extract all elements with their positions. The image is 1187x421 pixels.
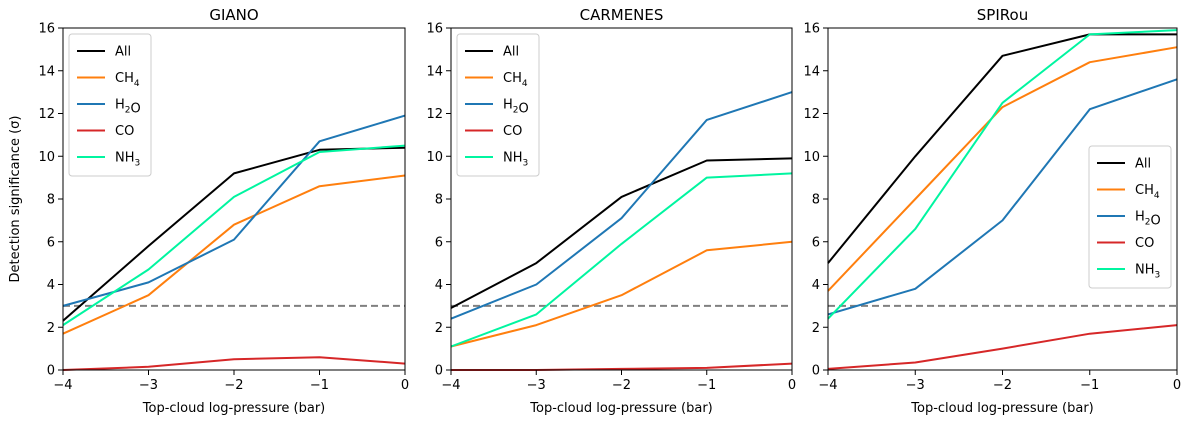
y-tick-label: 16 (803, 22, 820, 37)
x-tick-label: −1 (1080, 378, 1099, 393)
y-tick-label: 12 (803, 107, 820, 122)
y-tick-label: 12 (426, 107, 443, 122)
series-line-co (62, 356, 406, 371)
y-tick-label: 0 (47, 364, 55, 379)
series-line-nh3 (62, 144, 406, 326)
y-tick-label: 6 (435, 235, 443, 250)
series-line-nh3 (827, 29, 1178, 320)
x-tick-label: −4 (441, 378, 460, 393)
legend-label-h2o: H2O (503, 98, 529, 117)
y-tick-label: 6 (47, 235, 55, 250)
series-line-h2o (827, 78, 1178, 316)
panel-title: GIANO (209, 6, 258, 24)
series-line-co (827, 324, 1178, 370)
y-tick-label: 4 (47, 278, 55, 293)
x-tick-label: −2 (224, 378, 243, 393)
series-line-all (827, 33, 1177, 264)
series-line-ch4 (450, 240, 793, 348)
legend-label-co: CO (1135, 236, 1154, 251)
legend-label-ch4: CH4 (1135, 183, 1160, 201)
y-tick-label: 16 (38, 22, 55, 37)
x-tick-label: −1 (697, 378, 716, 393)
x-axis-label: Top-cloud log-pressure (bar) (529, 401, 712, 416)
y-tick-label: 10 (426, 150, 443, 165)
series-line-ch4 (62, 174, 406, 335)
legend-label-nh3: NH3 (503, 151, 528, 169)
y-tick-label: 2 (812, 321, 820, 336)
series-line-ch4 (827, 46, 1178, 292)
x-tick-label: −2 (612, 378, 631, 393)
x-axis-label: Top-cloud log-pressure (bar) (142, 401, 325, 416)
x-tick-label: −3 (906, 378, 925, 393)
series-line-all (450, 157, 793, 309)
series-line-h2o (62, 114, 406, 307)
y-tick-label: 14 (803, 64, 820, 79)
y-tick-label: 8 (812, 193, 820, 208)
x-tick-label: −3 (527, 378, 546, 393)
legend-box (68, 33, 152, 177)
legend-label-ch4: CH4 (503, 71, 528, 89)
y-tick-label: 10 (38, 150, 55, 165)
y-tick-label: 2 (435, 321, 443, 336)
y-tick-label: 14 (426, 64, 443, 79)
series-line-nh3 (450, 172, 793, 348)
legend-label-all: All (503, 45, 519, 60)
x-tick-label: −1 (310, 378, 329, 393)
x-tick-label: −4 (818, 378, 837, 393)
legend: All CH4 H2O CO NH3 (1088, 145, 1172, 289)
panel-title: SPIRou (977, 6, 1028, 24)
y-tick-label: 8 (47, 193, 55, 208)
legend-label-all: All (1135, 157, 1151, 172)
x-axis-label: Top-cloud log-pressure (bar) (910, 401, 1093, 416)
y-tick-label: 0 (435, 364, 443, 379)
x-tick-label: −2 (993, 378, 1012, 393)
y-tick-label: 2 (47, 321, 55, 336)
y-tick-label: 12 (38, 107, 55, 122)
legend-label-h2o: H2O (115, 98, 141, 117)
legend-label-nh3: NH3 (1135, 263, 1160, 281)
y-tick-label: 8 (435, 193, 443, 208)
y-tick-label: 6 (812, 235, 820, 250)
x-tick-label: 0 (1173, 378, 1181, 393)
y-tick-label: 4 (812, 278, 820, 293)
x-tick-label: −4 (53, 378, 72, 393)
legend-label-co: CO (115, 124, 134, 139)
legend-label-all: All (115, 45, 131, 60)
legend-label-co: CO (503, 124, 522, 139)
series-line-h2o (450, 91, 793, 320)
x-tick-label: 0 (401, 378, 409, 393)
legend-box (1088, 145, 1172, 289)
legend-label-nh3: NH3 (115, 151, 140, 169)
y-tick-label: 16 (426, 22, 443, 37)
panel-carmenes: CARMENES −4 −3 −2 −1 0 0 2 4 6 8 10 12 14 16 Top-cloud … (426, 6, 796, 416)
y-tick-label: 0 (812, 364, 820, 379)
series-line-co (451, 362, 793, 371)
legend-label-ch4: CH4 (115, 71, 140, 89)
panel-title: CARMENES (580, 6, 664, 24)
legend-box (456, 33, 540, 177)
y-tick-label: 10 (803, 150, 820, 165)
legend-label-h2o: H2O (1135, 210, 1161, 229)
legend: All CH4 H2O CO NH3 (68, 33, 152, 177)
y-tick-label: 14 (38, 64, 55, 79)
panel-spirou: SPIRou −4 −3 −2 −1 0 0 2 4 6 8 10 12 14 16 Top-cloud lo… (803, 6, 1181, 416)
y-axis-label: Detection significance (σ) (8, 116, 23, 283)
y-tick-label: 4 (435, 278, 443, 293)
legend: All CH4 H2O CO NH3 (456, 33, 540, 177)
x-tick-label: 0 (788, 378, 796, 393)
x-tick-label: −3 (139, 378, 158, 393)
panel-giano: GIANO −4 −3 −2 −1 0 0 2 4 6 8 10 12 14 16 Top-cloud log… (8, 6, 409, 416)
